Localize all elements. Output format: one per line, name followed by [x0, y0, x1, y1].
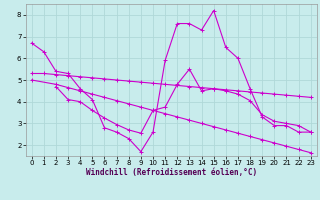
X-axis label: Windchill (Refroidissement éolien,°C): Windchill (Refroidissement éolien,°C) [86, 168, 257, 177]
